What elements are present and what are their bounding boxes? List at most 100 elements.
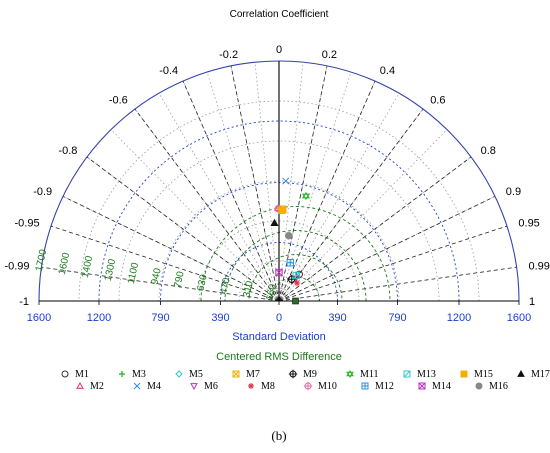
corr-tick-label: -0.2 bbox=[219, 49, 238, 61]
marker-shape bbox=[301, 193, 311, 201]
legend-label-m14: M14 bbox=[432, 381, 451, 392]
corr-fine-line bbox=[254, 62, 280, 302]
corr-line bbox=[278, 266, 517, 302]
x-axis-label: Standard Deviation bbox=[232, 331, 326, 343]
marker-shape bbox=[475, 382, 483, 390]
rms-tick-label: 1400 bbox=[80, 254, 95, 278]
legend-label-m6: M6 bbox=[204, 381, 218, 392]
rms-circle bbox=[224, 230, 367, 301]
corr-tick-label: -0.4 bbox=[159, 65, 178, 77]
x-tick-label: 1200 bbox=[87, 312, 111, 324]
legend-label-m7: M7 bbox=[246, 369, 260, 380]
legend-label-m4: M4 bbox=[147, 381, 161, 392]
marker-shape bbox=[133, 382, 141, 390]
legend-marker-m9 bbox=[288, 369, 298, 379]
legend-marker-m5 bbox=[175, 370, 183, 378]
legend-label-m15: M15 bbox=[474, 369, 493, 380]
corr-line bbox=[230, 65, 280, 302]
std-fine-ring bbox=[238, 260, 320, 302]
legend-label-m16: M16 bbox=[489, 381, 508, 392]
legend-marker-m1 bbox=[61, 370, 69, 378]
marker-shape bbox=[292, 271, 300, 280]
x-tick-label: 1600 bbox=[507, 312, 531, 324]
rms-circles bbox=[200, 206, 391, 301]
corr-tick-label: 1 bbox=[529, 296, 535, 308]
corr-tick-label: 0.99 bbox=[528, 260, 549, 272]
corr-line bbox=[278, 225, 508, 302]
data-point-m9 bbox=[287, 274, 297, 284]
corr-tick-label: 0.95 bbox=[518, 217, 539, 229]
marker-shape bbox=[232, 370, 240, 378]
marker-shape bbox=[275, 268, 283, 277]
legend-label-m5: M5 bbox=[189, 369, 203, 380]
marker-shape bbox=[418, 382, 426, 390]
legend: M1 M3 M5 M7 M9 M11 M13 M15 M17 M2 M4 M6 M8 M10 M12 M14 M… bbox=[61, 369, 550, 392]
legend-marker-m10 bbox=[303, 381, 313, 391]
legend-label-m8: M8 bbox=[261, 381, 275, 392]
rms-tick-label: 1300 bbox=[103, 258, 118, 282]
corr-fine-line bbox=[158, 92, 280, 302]
marker-shape bbox=[275, 268, 283, 277]
legend-label-m12: M12 bbox=[375, 381, 394, 392]
corr-tick-label: 0.8 bbox=[481, 145, 496, 157]
data-point-m12 bbox=[286, 259, 294, 267]
std-circle bbox=[98, 120, 460, 302]
marker-shape bbox=[346, 371, 354, 378]
corr-fine-line bbox=[110, 129, 280, 302]
data-point-m16 bbox=[285, 232, 293, 240]
x-tick-label: 790 bbox=[388, 312, 406, 324]
corr-tick-label: 0.4 bbox=[380, 65, 395, 77]
marker-shape bbox=[292, 271, 300, 280]
corr-fine-line bbox=[278, 71, 352, 302]
data-point-m4 bbox=[282, 177, 290, 185]
rms-tick-label: 1600 bbox=[57, 251, 72, 275]
legend-label-m2: M2 bbox=[90, 381, 104, 392]
corr-line bbox=[62, 196, 280, 302]
legend-marker-m17 bbox=[517, 369, 525, 377]
corr-tick-label: -0.8 bbox=[58, 145, 77, 157]
marker-shape bbox=[285, 232, 293, 240]
x-tick-label: 0 bbox=[276, 312, 282, 324]
corr-line bbox=[50, 225, 280, 302]
x-tick-label: 390 bbox=[211, 312, 229, 324]
marker-shape bbox=[403, 370, 411, 378]
x-tick-label: 1600 bbox=[27, 312, 51, 324]
corr-line bbox=[86, 156, 280, 302]
rms-tick-label: 160 bbox=[264, 283, 278, 302]
rms-label: Centered RMS Difference bbox=[216, 351, 342, 363]
legend-label-m9: M9 bbox=[303, 369, 317, 380]
corr-tick-label: 0.6 bbox=[430, 94, 445, 106]
legend-marker-m3 bbox=[119, 371, 125, 377]
corr-tick-label: -1 bbox=[19, 296, 29, 308]
rms-tick-label: 1100 bbox=[126, 261, 141, 285]
legend-marker-m11 bbox=[346, 370, 354, 378]
reference-point bbox=[292, 297, 299, 305]
legend-marker-m14 bbox=[418, 382, 426, 390]
corr-line bbox=[278, 156, 472, 302]
marker-shape bbox=[270, 218, 279, 227]
legend-marker-m8 bbox=[248, 383, 254, 389]
corr-tick-label: -0.9 bbox=[33, 186, 52, 198]
rms-tick-label: 1700 bbox=[34, 248, 49, 272]
corr-tick-label: -0.6 bbox=[109, 94, 128, 106]
legend-label-m1: M1 bbox=[75, 369, 89, 380]
marker-shape bbox=[175, 370, 183, 378]
legend-marker-m12 bbox=[361, 382, 369, 390]
marker-shape bbox=[76, 381, 84, 389]
marker-shape bbox=[190, 383, 198, 391]
data-point-m11 bbox=[301, 191, 311, 201]
marker-shape bbox=[294, 280, 300, 286]
rms-tick-label: 470 bbox=[218, 276, 232, 295]
corr-tick-label: -0.99 bbox=[4, 260, 29, 272]
marker-shape bbox=[278, 206, 286, 214]
points-layer bbox=[270, 177, 311, 305]
rms-tick-label: 310 bbox=[241, 280, 255, 299]
figure-caption: (b) bbox=[271, 428, 286, 443]
axis-layer bbox=[38, 60, 520, 305]
corr-tick-label: 0.2 bbox=[322, 49, 337, 61]
corr-fine-line bbox=[206, 71, 280, 302]
legend-marker-m15 bbox=[460, 370, 468, 378]
legend-marker-m4 bbox=[133, 382, 141, 390]
